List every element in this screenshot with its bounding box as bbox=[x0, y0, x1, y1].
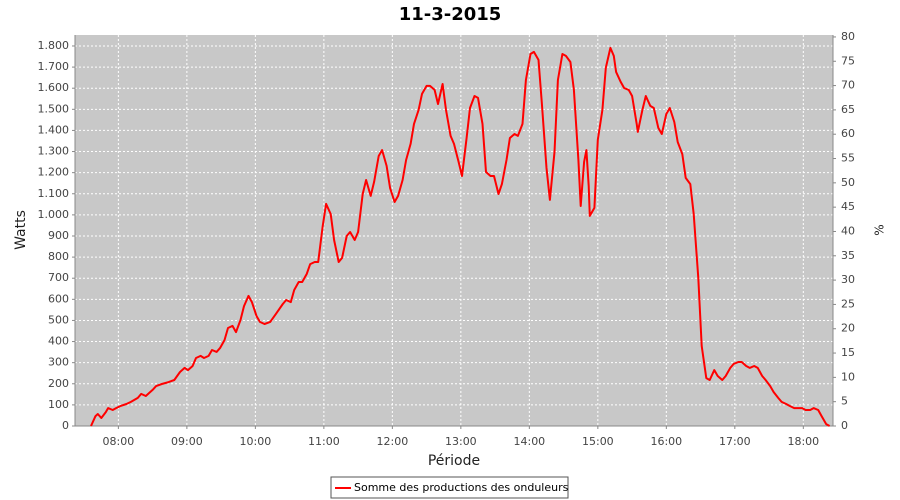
y2-tick-label: 5 bbox=[841, 395, 848, 408]
x-tick-label: 11:00 bbox=[308, 435, 340, 448]
y2-tick-label: 40 bbox=[841, 224, 855, 237]
legend-label: Somme des productions des onduleurs bbox=[354, 481, 569, 494]
y2-tick-label: 55 bbox=[841, 152, 855, 165]
x-tick-label: 18:00 bbox=[787, 435, 819, 448]
x-tick-label: 13:00 bbox=[445, 435, 477, 448]
y-tick-label: 1.500 bbox=[38, 102, 70, 115]
y2-tick-label: 65 bbox=[841, 103, 855, 116]
x-tick-label: 16:00 bbox=[650, 435, 682, 448]
x-tick-label: 14:00 bbox=[513, 435, 545, 448]
y2-tick-label: 20 bbox=[841, 322, 855, 335]
y2-tick-label: 30 bbox=[841, 273, 855, 286]
y2-tick-label: 75 bbox=[841, 54, 855, 67]
y2-tick-label: 35 bbox=[841, 249, 855, 262]
series-line bbox=[90, 46, 831, 427]
y-tick-label: 1.200 bbox=[38, 166, 70, 179]
y-tick-label: 1.100 bbox=[38, 187, 70, 200]
y-tick-label: 900 bbox=[48, 229, 69, 242]
y2-tick-label: 50 bbox=[841, 176, 855, 189]
y-axis-label: Watts bbox=[13, 210, 29, 250]
y2-tick-label: 70 bbox=[841, 79, 855, 92]
x-tick-label: 10:00 bbox=[240, 435, 272, 448]
y-tick-label: 200 bbox=[48, 377, 69, 390]
y2-tick-label: 25 bbox=[841, 297, 855, 310]
y2-tick-label: 45 bbox=[841, 200, 855, 213]
x-axis-label: Période bbox=[428, 453, 480, 469]
y2-tick-label: 15 bbox=[841, 346, 855, 359]
y-tick-label: 700 bbox=[48, 271, 69, 284]
y-tick-label: 1.000 bbox=[38, 208, 70, 221]
y-tick-label: 1.300 bbox=[38, 145, 70, 158]
y-tick-label: 300 bbox=[48, 356, 69, 369]
y2-tick-label: 10 bbox=[841, 370, 855, 383]
y-tick-label: 100 bbox=[48, 398, 69, 411]
x-tick-label: 08:00 bbox=[103, 435, 135, 448]
x-tick-label: 15:00 bbox=[582, 435, 614, 448]
y2-tick-label: 0 bbox=[841, 419, 848, 432]
y-tick-label: 400 bbox=[48, 335, 69, 348]
y2-axis-label: % bbox=[873, 224, 887, 235]
y-tick-label: 1.600 bbox=[38, 81, 70, 94]
legend-box bbox=[330, 476, 569, 499]
y-tick-label: 1.400 bbox=[38, 123, 70, 136]
y2-tick-label: 60 bbox=[841, 127, 855, 140]
y2-tick-label: 80 bbox=[841, 30, 855, 43]
chart-title: 11-3-2015 bbox=[399, 4, 502, 25]
y-tick-label: 800 bbox=[48, 250, 69, 263]
y-tick-label: 500 bbox=[48, 313, 69, 326]
y-tick-label: 600 bbox=[48, 292, 69, 305]
x-tick-label: 09:00 bbox=[171, 435, 203, 448]
plot-area bbox=[75, 35, 833, 426]
y-tick-label: 0 bbox=[62, 419, 69, 432]
x-tick-label: 17:00 bbox=[719, 435, 751, 448]
x-tick-label: 12:00 bbox=[377, 435, 409, 448]
y-tick-label: 1.700 bbox=[38, 60, 70, 73]
y-tick-label: 1.800 bbox=[38, 39, 70, 52]
